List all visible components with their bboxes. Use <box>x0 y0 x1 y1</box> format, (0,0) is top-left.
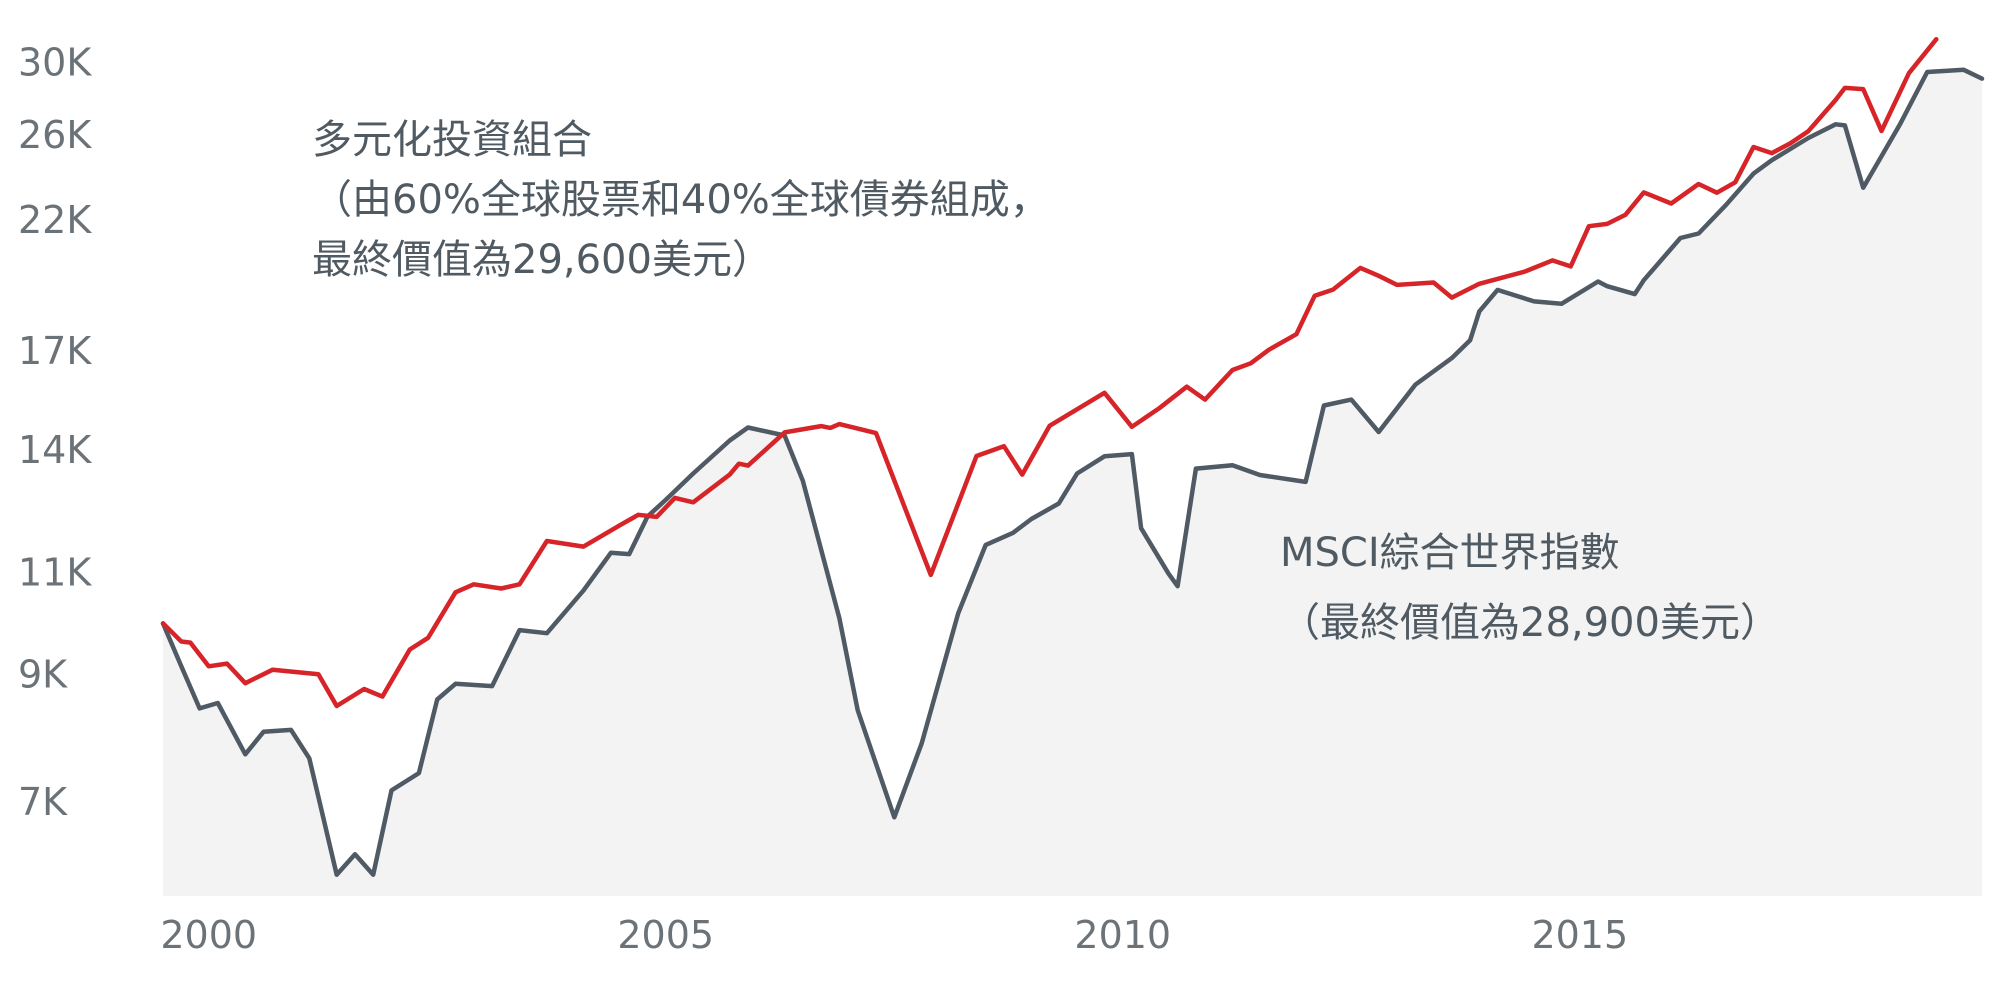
x-tick-label: 2010 <box>1074 913 1171 957</box>
msci-line <box>160 67 1985 877</box>
diversified-annotation: 多元化投資組合 （由60%全球股票和40%全球債券組成， 最終價值為29,600… <box>312 110 1050 290</box>
y-axis-ticks: 30K 26K 22K 17K 14K 11K 9K 7K <box>18 40 92 824</box>
diversified-annotation-line-2: （由60%全球股票和40%全球債券組成， <box>312 177 1050 223</box>
msci-annotation-line-1: MSCI綜合世界指數 <box>1280 530 1620 576</box>
x-tick-label: 2005 <box>617 913 714 957</box>
y-tick-label: 22K <box>18 198 92 242</box>
y-tick-label: 11K <box>18 550 92 594</box>
y-tick-label: 9K <box>18 652 68 696</box>
series-lines <box>160 36 1985 877</box>
y-tick-label: 7K <box>18 780 68 824</box>
y-tick-label: 26K <box>18 113 92 157</box>
diversified-annotation-line-3: 最終價值為29,600美元） <box>312 237 772 283</box>
y-tick-label: 14K <box>18 428 92 472</box>
y-tick-label: 30K <box>18 40 92 84</box>
x-tick-label: 2000 <box>160 913 257 957</box>
msci-annotation-line-2: （最終價值為28,900美元） <box>1280 600 1780 646</box>
x-axis-ticks: 2000 2005 2010 2015 <box>160 913 1628 957</box>
diversified-line <box>160 36 1939 709</box>
x-tick-label: 2015 <box>1531 913 1628 957</box>
msci-annotation: MSCI綜合世界指數 （最終價值為28,900美元） <box>1280 518 1780 658</box>
y-tick-label: 17K <box>18 329 92 373</box>
diversified-annotation-line-1: 多元化投資組合 <box>312 117 592 163</box>
